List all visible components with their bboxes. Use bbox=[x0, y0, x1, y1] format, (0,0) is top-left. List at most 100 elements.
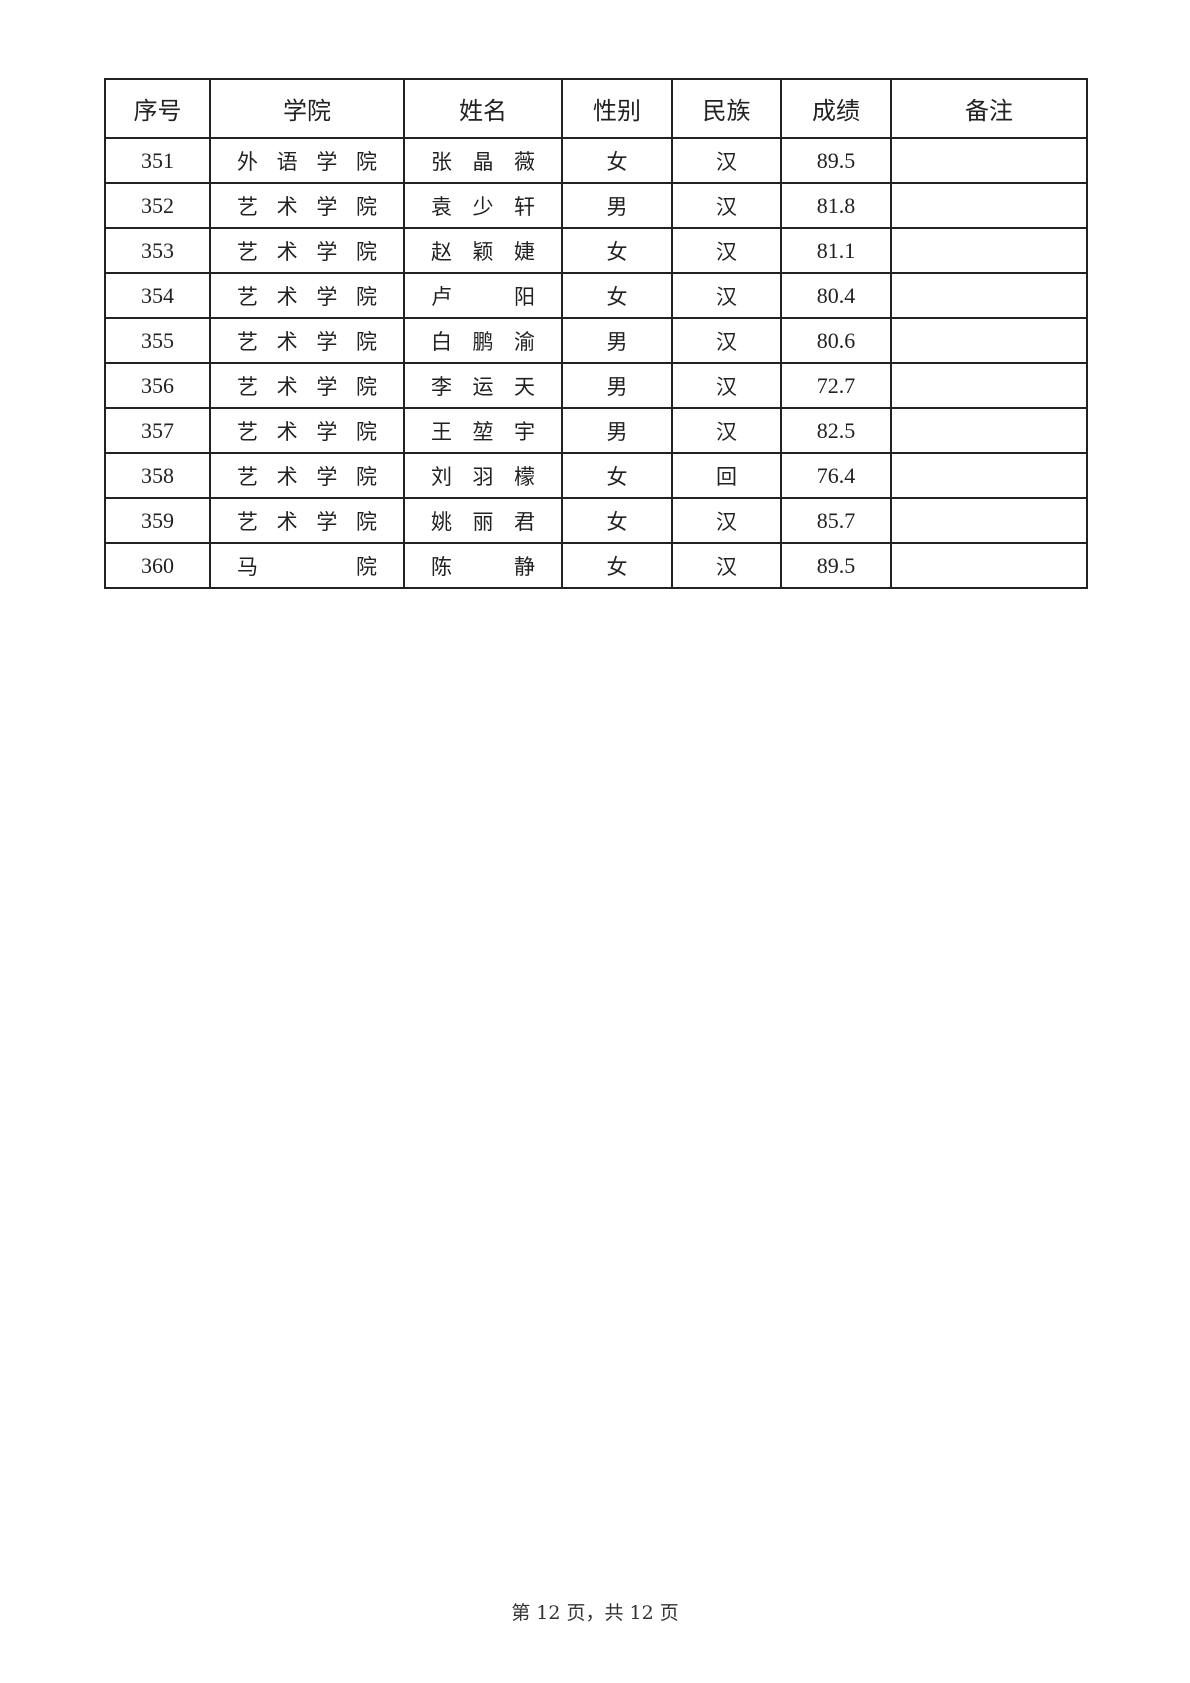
note-cell bbox=[890, 317, 1088, 364]
gender-cell: 女 bbox=[561, 227, 673, 274]
score-cell: 89.5 bbox=[780, 137, 892, 184]
header-row: 序号 学院 姓名 性别 民族 成绩 备注 bbox=[104, 78, 1088, 139]
table-row: 354 艺术学院卢阳女汉 80.4 bbox=[104, 272, 1088, 319]
name-cell: 刘羽檬 bbox=[403, 452, 563, 499]
college-cell: 艺术学院 bbox=[209, 407, 405, 454]
page-footer: 第 12 页，共 12 页 bbox=[511, 1602, 679, 1624]
table-row: 356 艺术学院李运天男汉 72.7 bbox=[104, 362, 1088, 409]
name-cell-char: 运 bbox=[472, 374, 494, 399]
college-cell-char: 院 bbox=[355, 149, 377, 174]
note-cell bbox=[890, 182, 1088, 229]
row-no: 354 bbox=[104, 272, 211, 319]
college-cell-char: 艺 bbox=[237, 239, 258, 264]
college-cell-char: 术 bbox=[276, 374, 298, 399]
college-cell-char: 学 bbox=[316, 194, 338, 219]
name-cell: 姚丽君 bbox=[403, 497, 563, 544]
score-cell: 76.4 bbox=[780, 452, 892, 499]
name-cell-char: 轩 bbox=[514, 194, 535, 219]
name-cell-char: 天 bbox=[514, 374, 535, 399]
name-cell-char: 鹏 bbox=[472, 329, 494, 354]
name-cell-char: 渝 bbox=[514, 329, 535, 354]
table-row: 355 艺术学院白鹏渝男汉 80.6 bbox=[104, 317, 1088, 364]
college-cell-char: 学 bbox=[316, 419, 338, 444]
table-row: 352 艺术学院袁少轩男汉 81.8 bbox=[104, 182, 1088, 229]
row-no: 356 bbox=[104, 362, 211, 409]
ethnicity-cell: 汉 bbox=[671, 407, 782, 454]
ethnicity-cell: 汉 bbox=[671, 137, 782, 184]
score-table: 序号 学院 姓名 性别 民族 成绩 备注 351 外语学院张晶薇女汉 89.5 352… bbox=[104, 78, 1088, 589]
college-cell-char: 学 bbox=[316, 374, 338, 399]
header-no: 序号 bbox=[104, 78, 211, 139]
name-cell: 张晶薇 bbox=[403, 137, 563, 184]
college-cell-char: 术 bbox=[276, 419, 298, 444]
ethnicity-cell: 汉 bbox=[671, 317, 782, 364]
name-cell-char: 刘 bbox=[431, 464, 452, 489]
college-cell-char: 艺 bbox=[237, 329, 258, 354]
name-cell-char: 君 bbox=[514, 509, 535, 534]
name-cell-char: 赵 bbox=[431, 239, 452, 264]
table-row: 360 马院陈静女汉 89.5 bbox=[104, 542, 1088, 589]
college-cell: 艺术学院 bbox=[209, 182, 405, 229]
college-cell-char: 艺 bbox=[237, 374, 258, 399]
name-cell: 李运天 bbox=[403, 362, 563, 409]
college-cell-char: 语 bbox=[276, 149, 298, 174]
college-cell-char: 学 bbox=[316, 239, 338, 264]
score-cell: 72.7 bbox=[780, 362, 892, 409]
gender-cell: 女 bbox=[561, 452, 673, 499]
college-cell-char: 术 bbox=[276, 329, 298, 354]
name-cell-char: 陈 bbox=[431, 554, 452, 579]
name-cell-char: 羽 bbox=[472, 464, 494, 489]
gender-cell: 男 bbox=[561, 362, 673, 409]
college-cell: 艺术学院 bbox=[209, 227, 405, 274]
name-cell-char: 檬 bbox=[514, 464, 535, 489]
college-cell-char: 术 bbox=[276, 239, 298, 264]
name-cell-char: 张 bbox=[431, 149, 452, 174]
name-cell-char: 薇 bbox=[514, 149, 535, 174]
college-cell-char: 学 bbox=[316, 464, 338, 489]
name-cell: 陈静 bbox=[403, 542, 563, 589]
name-cell-char: 姚 bbox=[431, 509, 452, 534]
name-cell-char: 阳 bbox=[514, 284, 535, 309]
college-cell-char: 院 bbox=[355, 374, 377, 399]
college-cell-char: 院 bbox=[355, 239, 377, 264]
gender-cell: 女 bbox=[561, 272, 673, 319]
college-cell-char: 外 bbox=[237, 149, 258, 174]
note-cell bbox=[890, 497, 1088, 544]
college-cell-char: 艺 bbox=[237, 464, 258, 489]
gender-cell: 女 bbox=[561, 542, 673, 589]
name-cell-char: 宇 bbox=[514, 419, 535, 444]
score-cell: 85.7 bbox=[780, 497, 892, 544]
ethnicity-cell: 汉 bbox=[671, 182, 782, 229]
name-cell: 赵颖婕 bbox=[403, 227, 563, 274]
score-cell: 89.5 bbox=[780, 542, 892, 589]
score-cell: 80.6 bbox=[780, 317, 892, 364]
score-cell: 81.8 bbox=[780, 182, 892, 229]
note-cell bbox=[890, 542, 1088, 589]
college-cell: 艺术学院 bbox=[209, 362, 405, 409]
college-cell-char: 艺 bbox=[237, 509, 258, 534]
name-cell: 白鹏渝 bbox=[403, 317, 563, 364]
college-cell-char: 院 bbox=[355, 194, 377, 219]
score-cell: 82.5 bbox=[780, 407, 892, 454]
name-cell-char: 堃 bbox=[472, 419, 494, 444]
college-cell-char: 艺 bbox=[237, 419, 258, 444]
name-cell-char: 卢 bbox=[431, 284, 452, 309]
ethnicity-cell: 汉 bbox=[671, 272, 782, 319]
row-no: 352 bbox=[104, 182, 211, 229]
name-cell-char: 李 bbox=[431, 374, 452, 399]
name-cell: 卢阳 bbox=[403, 272, 563, 319]
college-cell: 艺术学院 bbox=[209, 497, 405, 544]
row-no: 357 bbox=[104, 407, 211, 454]
name-cell-char: 颖 bbox=[472, 239, 494, 264]
note-cell bbox=[890, 227, 1088, 274]
header-name: 姓名 bbox=[403, 78, 563, 139]
score-cell: 81.1 bbox=[780, 227, 892, 274]
college-cell-char: 院 bbox=[356, 554, 377, 579]
name-cell: 王堃宇 bbox=[403, 407, 563, 454]
table-row: 351 外语学院张晶薇女汉 89.5 bbox=[104, 137, 1088, 184]
header-college: 学院 bbox=[209, 78, 405, 139]
name-cell-char: 丽 bbox=[472, 509, 494, 534]
college-cell-char: 院 bbox=[355, 509, 377, 534]
name-cell-char: 王 bbox=[431, 419, 452, 444]
college-cell: 马院 bbox=[209, 542, 405, 589]
